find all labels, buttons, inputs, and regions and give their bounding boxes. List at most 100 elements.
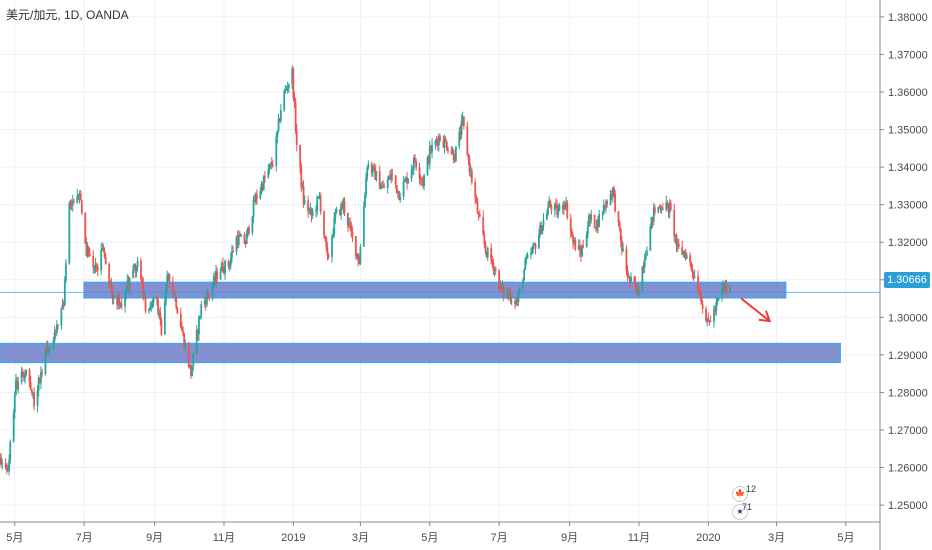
candle-body [199,316,202,318]
candle-body [677,243,680,248]
flag-us-icon[interactable]: ★ [732,504,748,520]
projection-arrow [740,297,771,322]
y-tick-label: 1.33000 [888,200,928,212]
candle-body [20,371,23,383]
candle-body [144,296,147,312]
candle-body [716,300,719,303]
candle-body [423,175,425,186]
candle-body [348,223,350,226]
candle-body [588,215,590,227]
candle-body [476,201,479,214]
candle-body [542,219,545,226]
event-markers[interactable]: 🍁 12 ★ 71 [728,482,762,530]
candle-body [36,390,39,407]
candle-body [467,155,470,159]
candle-body [278,118,281,122]
candle-body [595,219,598,229]
candle-body [316,197,319,210]
candle-body [526,255,529,259]
candle-body [311,211,314,216]
candle-body [343,201,346,213]
candle-body [395,185,398,194]
candle-body [387,175,390,180]
candle-body [212,276,215,286]
y-tick-label: 1.38000 [888,12,928,24]
candle-body [362,206,365,247]
candle-body [722,284,725,288]
candle-body [436,141,439,146]
candle-body [267,169,270,178]
candle-body [283,90,286,111]
candle-body [216,271,219,280]
candle-body [706,318,709,322]
grid-layer [0,0,880,522]
candle-body [373,166,375,168]
candle-body [570,231,573,236]
candle-body [557,210,560,215]
candle-body [49,349,51,351]
candle-body [717,297,720,301]
candle-body [317,196,320,198]
candle-body [60,308,63,326]
candle-body [141,278,144,284]
y-tick-label: 1.28000 [888,387,928,399]
candle-body [367,163,370,168]
candle-body [462,116,465,126]
candle-body [430,146,432,153]
x-tick-label: 2019 [281,532,305,544]
candle-body [357,253,360,261]
candle-body [93,267,96,269]
candle-body [410,170,413,179]
candle-body [15,380,17,396]
candle-body [33,392,36,407]
candle-body [120,303,123,307]
candle-body [285,88,288,90]
candle-body [359,246,362,264]
candle-body [407,178,410,184]
zone-layer [0,281,841,364]
candle-body [191,367,194,377]
candle-body [196,330,199,335]
candle-body [618,222,621,229]
candle-body [439,136,441,141]
candle-body [530,253,532,256]
candle-body [374,167,377,180]
candle-body [152,296,155,303]
candle-body [340,204,342,215]
candle-body [69,203,72,205]
candle-body [246,227,249,234]
candle-body [45,346,48,352]
candle-body [649,226,652,251]
candle-body [227,260,230,267]
candle-body [108,264,111,286]
candle-body [565,202,568,207]
candle-body [351,231,354,237]
candle-body [17,382,20,390]
x-tick-label: 3月 [768,532,785,544]
candle-body [341,204,344,209]
candle-body [41,372,43,375]
candle-body [564,205,566,207]
candle-body [486,247,489,257]
candle-body [603,204,606,207]
candle-body [293,97,296,103]
candle-body [260,184,263,191]
candle-body [52,341,55,350]
candle-body [86,246,89,256]
candle-body [188,364,191,367]
flag-ca-icon[interactable]: 🍁 [732,486,748,502]
y-tick-label: 1.34000 [888,162,928,174]
candle-body [556,205,559,215]
candle-body [538,235,540,249]
candle-body [724,285,727,289]
current-price-label: 1.30666 [884,272,930,288]
candle-body [426,157,429,176]
candle-body [644,255,647,260]
candle-body [231,250,233,258]
candle-body [223,271,225,274]
x-tick-label: 5月 [421,532,438,544]
candle-body [582,246,585,248]
candle-body [302,186,305,204]
